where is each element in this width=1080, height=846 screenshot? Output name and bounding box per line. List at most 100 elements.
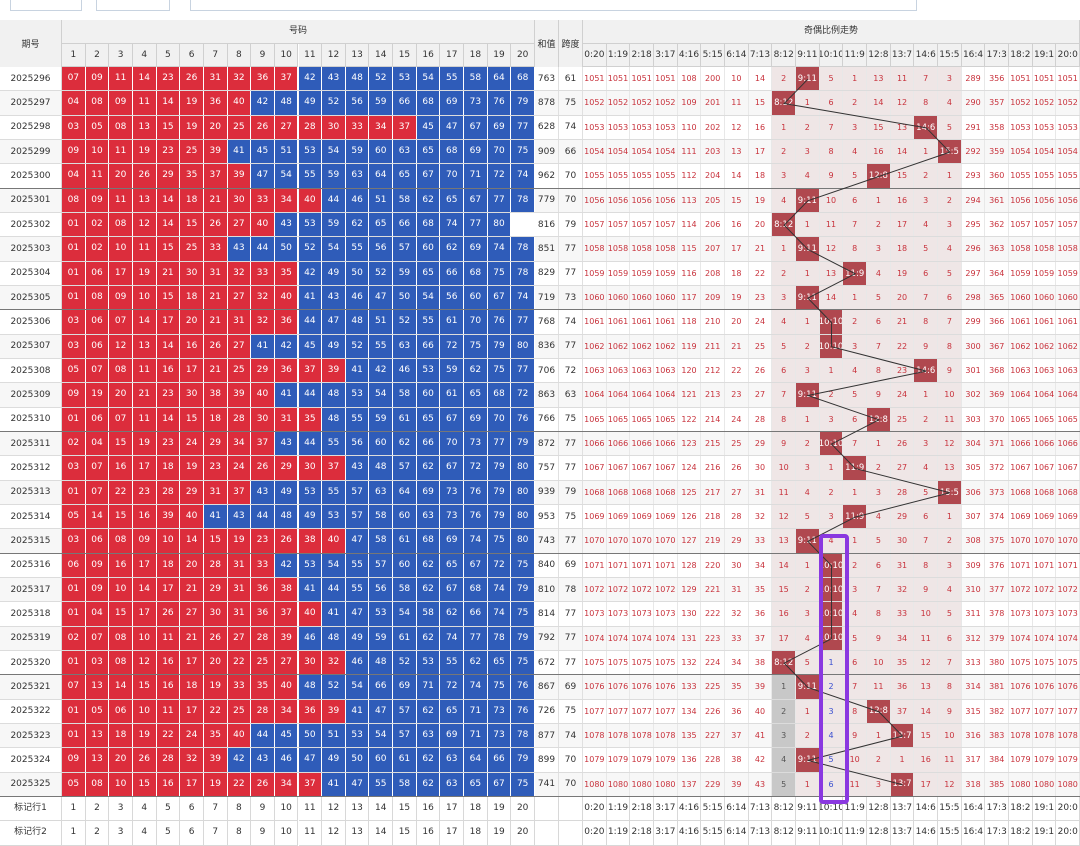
ratio-cell: 1058: [583, 237, 607, 262]
number-ball: 53: [416, 358, 441, 384]
number-ball: 15: [180, 407, 204, 432]
number-ball: 49: [274, 480, 299, 505]
number-ball: 36: [251, 67, 275, 92]
footer-ratio: 11:9: [843, 821, 868, 846]
number-ball: 66: [416, 334, 441, 359]
ratio-cell: 1: [796, 261, 820, 286]
number-ball: 34: [227, 431, 252, 457]
number-ball: 66: [487, 748, 512, 773]
ratio-cell: 1075: [1009, 650, 1033, 676]
number-ball: 79: [511, 577, 535, 603]
ratio-cell: 2: [772, 139, 797, 165]
span-cell: 74: [559, 115, 583, 140]
number-ball: 29: [156, 164, 181, 189]
footer-number: 8: [227, 821, 252, 846]
number-ball: 15: [132, 772, 157, 797]
toolbar-button[interactable]: [96, 0, 170, 11]
ratio-cell: 35: [725, 675, 749, 700]
ratio-cell: 356: [985, 67, 1010, 92]
ratio-cell: 1075: [1056, 650, 1080, 676]
number-ball: 10: [109, 577, 133, 603]
toolbar-button[interactable]: [10, 0, 82, 11]
ratio-hit-cell: 10:10: [819, 334, 844, 359]
footer-number: 4: [132, 821, 157, 846]
number-ball: 76: [511, 699, 535, 724]
ratio-cell: 1080: [1033, 772, 1057, 797]
number-ball: 74: [511, 164, 535, 189]
footer-number: 16: [416, 796, 441, 822]
ratio-cell: 1056: [1056, 188, 1080, 213]
ratio-cell: 213: [701, 383, 725, 408]
ratio-cell: 2: [796, 334, 820, 359]
ratio-cell: 1079: [1009, 748, 1033, 773]
number-ball: 11: [109, 139, 133, 165]
number-ball: 20: [180, 310, 204, 335]
ratio-cell: 28: [890, 480, 915, 505]
number-ball: 52: [369, 67, 394, 92]
ratio-cell: 3: [772, 723, 797, 749]
number-ball: 58: [369, 529, 394, 554]
number-ball: 13: [132, 115, 157, 140]
number-ball: 61: [393, 748, 417, 773]
number-ball: 77: [511, 310, 535, 335]
number-ball: 05: [85, 699, 110, 724]
number-ball: 44: [298, 383, 323, 408]
ratio-cell: 1070: [607, 529, 631, 554]
number-ball: 39: [274, 626, 299, 651]
ratio-cell: 5: [772, 334, 797, 359]
row-divider: [0, 309, 1080, 311]
ratio-cell: 1076: [1009, 675, 1033, 700]
ratio-cell: 225: [701, 675, 725, 700]
number-ball: 37: [203, 164, 228, 189]
number-ball: 75: [487, 529, 512, 554]
number-ball: 75: [511, 602, 535, 627]
ratio-cell: 33: [890, 602, 915, 627]
number-ball: 43: [274, 431, 299, 457]
number-ball: 01: [62, 285, 86, 311]
ratio-cell: 206: [701, 212, 725, 238]
number-ball: 47: [345, 772, 370, 797]
ratio-cell: 296: [962, 237, 986, 262]
number-ball: 62: [416, 577, 441, 603]
ratio-cell: 31: [725, 577, 749, 603]
ratio-cell: 12: [890, 91, 915, 116]
ratio-cell: 289: [962, 67, 986, 92]
number-ball: 01: [62, 723, 86, 749]
footer-ratio: 8:12: [772, 821, 797, 846]
number-ball: 74: [464, 675, 488, 700]
number-ball: 68: [440, 139, 465, 165]
number-ball: 39: [203, 748, 228, 773]
number-ball: 69: [464, 139, 488, 165]
ratio-cell: 132: [678, 650, 702, 676]
ratio-cell: 1079: [1033, 748, 1057, 773]
ratio-cell: 379: [985, 626, 1010, 651]
number-ball: 34: [369, 115, 394, 140]
row-divider: [0, 795, 1080, 797]
number-ball: 57: [369, 553, 394, 578]
ratio-cell: 1080: [1056, 772, 1080, 797]
period-cell: 2025321: [0, 675, 62, 700]
number-ball: 71: [464, 699, 488, 724]
ratio-cell: 16: [772, 602, 797, 627]
ratio-cell: 15: [914, 723, 939, 749]
ratio-cell: 1068: [654, 480, 678, 505]
number-ball: 28: [251, 626, 275, 651]
number-ball: 37: [298, 358, 323, 384]
row-divider: [0, 90, 1080, 92]
ratio-cell: 1068: [607, 480, 631, 505]
ratio-cell: 14: [772, 553, 797, 578]
ratio-cell: 384: [985, 748, 1010, 773]
footer-number: 2: [85, 821, 110, 846]
number-ball: 29: [203, 431, 228, 457]
number-ball: 55: [298, 164, 323, 189]
ratio-cell: 2: [914, 407, 939, 432]
number-ball: 45: [298, 334, 323, 359]
ratio-cell: 7: [843, 431, 868, 457]
ratio-cell: 33: [749, 529, 773, 554]
ratio-cell: 13: [725, 139, 749, 165]
number-ball: 14: [156, 334, 181, 359]
number-ball: 63: [416, 723, 441, 749]
footer-number: 20: [511, 796, 535, 822]
ratio-cell: 370: [985, 407, 1010, 432]
ratio-cell: 1072: [654, 577, 678, 603]
